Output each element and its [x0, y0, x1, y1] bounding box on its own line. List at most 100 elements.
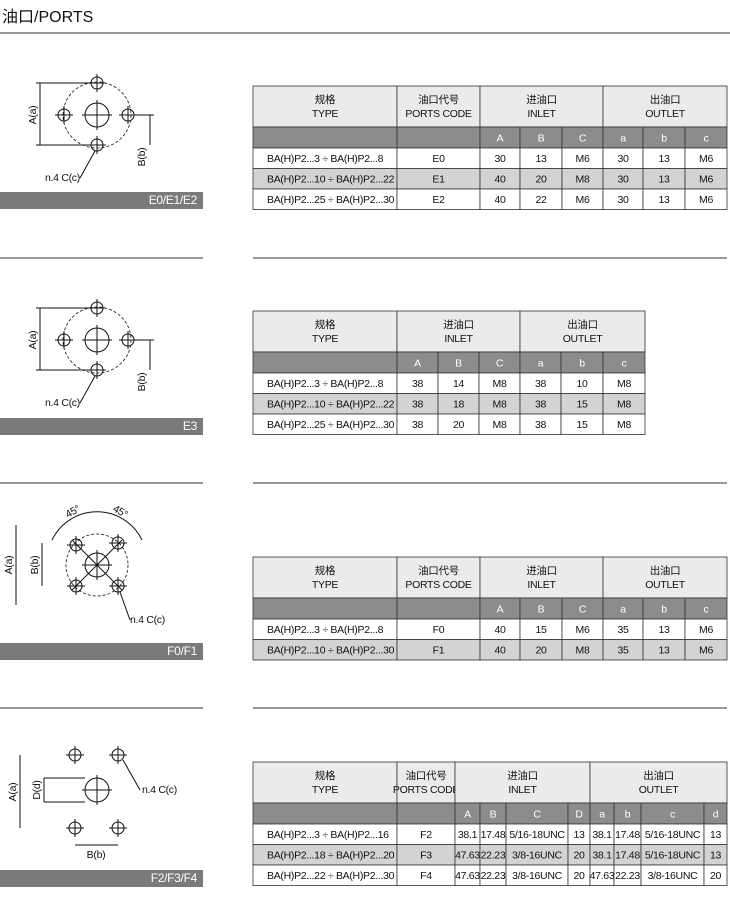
- column-letter: d: [713, 808, 719, 820]
- subheader-cell: [396, 126, 481, 149]
- value-cell: 3/8-16UNC: [648, 870, 699, 882]
- caption-bar: [0, 870, 203, 887]
- value-cell: 13: [535, 153, 547, 165]
- header-zh: 规格: [315, 564, 336, 577]
- column-letter: b: [625, 808, 631, 820]
- value-cell: 15: [576, 419, 588, 431]
- type-cell: BA(H)P2...10 ÷ BA(H)P2...30: [267, 645, 395, 657]
- type-cell: BA(H)P2...10 ÷ BA(H)P2...22: [267, 399, 395, 411]
- cell: [684, 639, 728, 661]
- value-cell: 5/16-18UNC: [645, 829, 701, 841]
- dimension-label: 45°: [111, 503, 130, 521]
- value-cell: 20: [573, 870, 585, 882]
- dimension-label: 45°: [63, 503, 82, 521]
- value-cell: 3/8-16UNC: [512, 870, 563, 882]
- header-en: INLET: [444, 333, 473, 345]
- header-zh: 油口代号: [418, 564, 459, 577]
- header-zh: 进油口: [526, 564, 557, 577]
- dimension-label: A(a): [27, 106, 39, 125]
- type-cell: BA(H)P2...3 ÷ BA(H)P2...8: [267, 624, 384, 636]
- dimension-label: D(d): [31, 780, 43, 799]
- header-zh: 油口代号: [418, 93, 459, 106]
- value-cell: 20: [535, 645, 547, 657]
- header-zh: 规格: [315, 318, 336, 331]
- header-en: OUTLET: [645, 579, 686, 591]
- dimension-label: B(b): [136, 373, 148, 392]
- type-cell: BA(H)P2...3 ÷ BA(H)P2...16: [267, 829, 389, 841]
- value-cell: 15: [576, 399, 588, 411]
- column-letter: a: [538, 357, 544, 369]
- subheader-cell: [252, 126, 398, 149]
- value-cell: F0: [433, 624, 445, 636]
- leader: [119, 591, 131, 621]
- value-cell: M8: [617, 419, 631, 431]
- dimension-label: A(a): [7, 783, 19, 802]
- subheader-cell: [396, 802, 456, 825]
- header-cell: [479, 85, 604, 128]
- type-cell: BA(H)P2...3 ÷ BA(H)P2...8: [267, 153, 384, 165]
- value-cell: M6: [576, 194, 590, 206]
- value-cell: 17.48: [481, 829, 506, 841]
- value-cell: M8: [493, 399, 507, 411]
- column-letter: C: [579, 132, 587, 144]
- header-en: OUTLET: [563, 333, 604, 345]
- header-zh: 油口代号: [406, 769, 447, 782]
- header-cell: [252, 761, 398, 804]
- value-cell: 5/16-18UNC: [645, 850, 701, 862]
- value-cell: 18: [453, 399, 465, 411]
- value-cell: 13: [710, 850, 722, 862]
- value-cell: 38.1: [458, 829, 478, 841]
- column-letter: A: [497, 603, 504, 615]
- header-zh: 进油口: [443, 318, 474, 331]
- value-cell: 30: [494, 153, 506, 165]
- column-letter: B: [538, 132, 545, 144]
- leader: [79, 150, 96, 179]
- header-zh: 出油口: [650, 564, 681, 577]
- column-letter: a: [599, 808, 605, 820]
- value-cell: 22.23: [481, 850, 506, 862]
- column-letter: b: [661, 603, 667, 615]
- value-cell: M6: [699, 153, 713, 165]
- value-cell: F3: [420, 850, 432, 862]
- value-cell: M8: [576, 645, 590, 657]
- caption: F0/F1: [167, 644, 197, 658]
- header-cell: [602, 556, 728, 599]
- header-zh: 出油口: [567, 318, 598, 331]
- value-cell: 40: [494, 194, 506, 206]
- header-cell: [519, 310, 646, 353]
- value-cell: 13: [658, 645, 670, 657]
- header-cell: [589, 761, 728, 804]
- caption: F2/F3/F4: [151, 871, 198, 885]
- column-letter: a: [620, 603, 626, 615]
- value-cell: 20: [453, 419, 465, 431]
- value-cell: M6: [699, 645, 713, 657]
- header-en: PORTS CODE: [405, 579, 472, 591]
- value-cell: E2: [432, 194, 445, 206]
- column-letter: c: [704, 132, 709, 144]
- header-zh: 规格: [315, 769, 336, 782]
- header-en: TYPE: [312, 784, 339, 796]
- header-cell: [454, 761, 591, 804]
- caption-bar: [0, 192, 203, 209]
- cell: [602, 413, 646, 435]
- column-letter: C: [533, 808, 541, 820]
- value-cell: 13: [658, 624, 670, 636]
- header-en: INLET: [508, 784, 537, 796]
- header-zh: 进油口: [507, 769, 538, 782]
- header-en: TYPE: [312, 579, 339, 591]
- value-cell: 30: [617, 194, 629, 206]
- type-cell: BA(H)P2...25 ÷ BA(H)P2...30: [267, 194, 395, 206]
- value-cell: M8: [617, 378, 631, 390]
- column-letter: A: [464, 808, 471, 820]
- value-cell: M6: [576, 153, 590, 165]
- header-cell: [396, 310, 521, 353]
- column-letter: C: [496, 357, 504, 369]
- value-cell: 30: [617, 153, 629, 165]
- column-letter: B: [490, 808, 497, 820]
- header-cell: [602, 85, 728, 128]
- value-cell: M8: [617, 399, 631, 411]
- dimension-label: B(b): [136, 148, 148, 167]
- value-cell: 38: [412, 419, 424, 431]
- angle-arc: [51, 511, 143, 541]
- value-cell: F4: [420, 870, 432, 882]
